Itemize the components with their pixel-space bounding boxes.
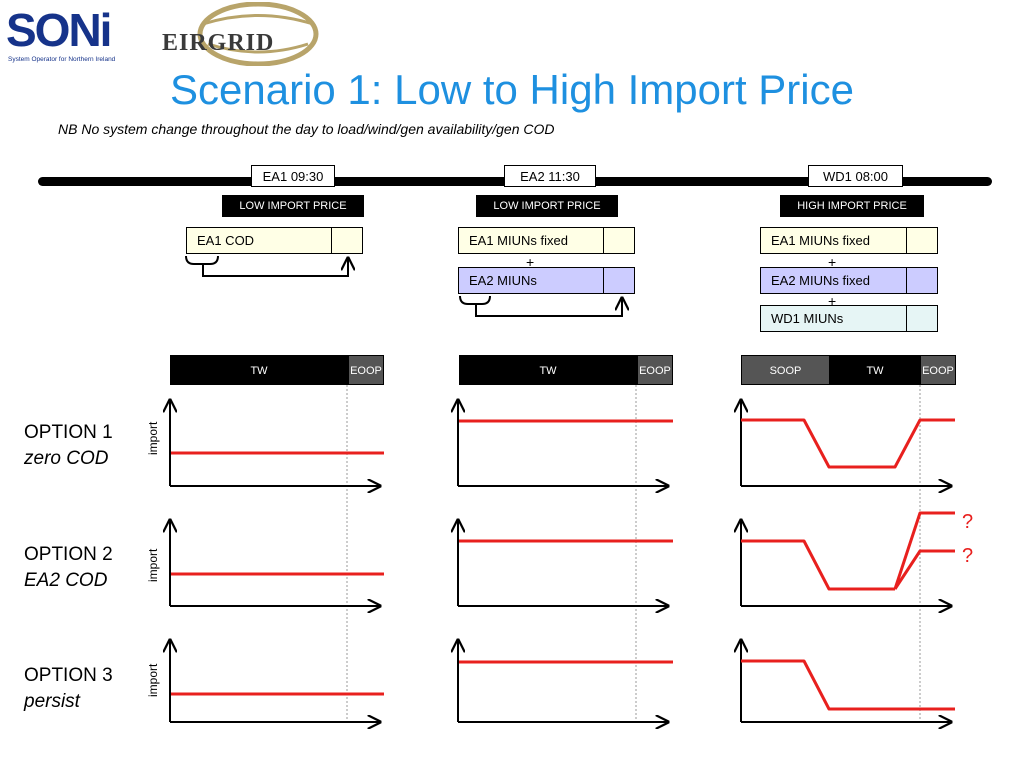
event-ea1: EA1 09:30 bbox=[251, 165, 335, 187]
option-3-label: OPTION 3 persist bbox=[24, 663, 113, 715]
eirgrid-logo: EIRGRID bbox=[158, 2, 320, 66]
option-1-label: OPTION 1 zero COD bbox=[24, 420, 113, 472]
question-mark: ? bbox=[962, 511, 974, 533]
event-wd1: WD1 08:00 bbox=[808, 165, 903, 187]
import-line bbox=[893, 549, 955, 590]
segment-tw: TW bbox=[830, 355, 920, 385]
import-line bbox=[741, 539, 895, 591]
option-3-desc: persist bbox=[24, 691, 80, 712]
price-tag-ea2: LOW IMPORT PRICE bbox=[476, 195, 618, 217]
page-subtitle: NB No system change throughout the day t… bbox=[58, 121, 555, 137]
bracket-arrow bbox=[185, 255, 219, 265]
segment-eoop: EOOP bbox=[920, 355, 956, 385]
soni-logo-tagline: System Operator for Northern Ireland bbox=[8, 56, 116, 63]
cell-ea1-cod: EA1 COD bbox=[186, 227, 363, 254]
cell-ea1-cod-label: EA1 COD bbox=[197, 233, 255, 248]
segment-tw: TW bbox=[459, 355, 637, 385]
cell-ea1-miuns-fixed-label: EA1 MIUNs fixed bbox=[469, 233, 568, 248]
cell-wd1-miuns: WD1 MIUNs bbox=[760, 305, 938, 332]
cell-ea2-miuns-label: EA2 MIUNs bbox=[469, 273, 537, 288]
cell-ea1-miuns-fixed: EA1 MIUNs fixed bbox=[458, 227, 635, 254]
option-1-name: OPTION 1 bbox=[24, 422, 113, 443]
import-line bbox=[893, 511, 955, 590]
price-tag-ea1: LOW IMPORT PRICE bbox=[222, 195, 364, 217]
cell-wd1-ea2-label: EA2 MIUNs fixed bbox=[771, 273, 870, 288]
segment-soop: SOOP bbox=[741, 355, 830, 385]
eirgrid-globe-icon bbox=[197, 2, 319, 66]
cell-wd1-ea1-label: EA1 MIUNs fixed bbox=[771, 233, 870, 248]
soni-logo: SONi System Operator for Northern Irelan… bbox=[6, 4, 144, 66]
plus-sign: + bbox=[828, 254, 837, 270]
plus-sign: + bbox=[828, 293, 837, 309]
option-3-name: OPTION 3 bbox=[24, 665, 113, 686]
bracket-arrow bbox=[459, 295, 491, 305]
import-line bbox=[741, 418, 955, 469]
bracket-arrow bbox=[202, 258, 348, 277]
cell-wd1-miuns-label: WD1 MIUNs bbox=[771, 311, 844, 326]
price-tag-wd1: HIGH IMPORT PRICE bbox=[780, 195, 924, 217]
event-ea2: EA2 11:30 bbox=[504, 165, 596, 187]
segment-eoop: EOOP bbox=[637, 355, 673, 385]
option-1-desc: zero COD bbox=[24, 448, 109, 469]
option-2-desc: EA2 COD bbox=[24, 570, 108, 591]
cell-wd1-ea1-miuns-fixed: EA1 MIUNs fixed bbox=[760, 227, 938, 254]
segment-tw: TW bbox=[170, 355, 348, 385]
import-line bbox=[741, 659, 955, 711]
question-mark: ? bbox=[962, 545, 974, 567]
segment-eoop: EOOP bbox=[348, 355, 384, 385]
eirgrid-logo-word: EIRGRID bbox=[162, 30, 275, 56]
cell-wd1-ea2-miuns-fixed: EA2 MIUNs fixed bbox=[760, 267, 938, 294]
plus-sign: + bbox=[526, 254, 535, 270]
cell-ea2-miuns: EA2 MIUNs bbox=[458, 267, 635, 294]
option-2-name: OPTION 2 bbox=[24, 544, 113, 565]
soni-logo-word: SONi bbox=[6, 4, 112, 56]
page-title: Scenario 1: Low to High Import Price bbox=[170, 66, 854, 113]
option-2-label: OPTION 2 EA2 COD bbox=[24, 542, 113, 594]
bracket-arrow bbox=[475, 298, 622, 317]
